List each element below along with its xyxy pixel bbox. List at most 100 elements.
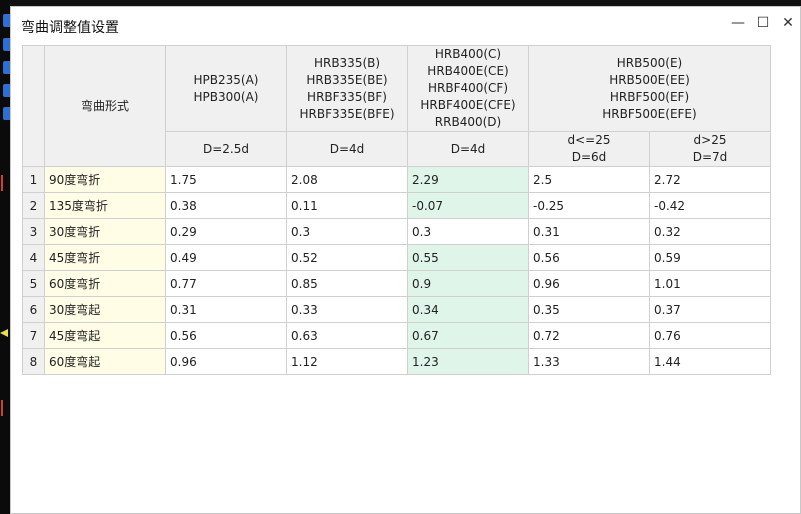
- grade-line: HPB300(A): [193, 89, 259, 104]
- bend-form-cell[interactable]: 60度弯折: [44, 270, 166, 297]
- column-header-grade-group[interactable]: HRB400(C) HRB400E(CE) HRBF400(CF) HRBF400E(…: [407, 45, 529, 132]
- column-header-grade-group[interactable]: HRB500(E) HRB500E(EE) HRBF500(EF) HRBF500E(…: [528, 45, 771, 132]
- adjustment-value-cell[interactable]: 0.59: [649, 244, 771, 271]
- column-subheader-diameter[interactable]: d>25 D=7d: [649, 131, 771, 167]
- adjustment-value-cell[interactable]: 0.38: [165, 192, 287, 219]
- background-marker: [1, 400, 3, 416]
- adjustment-value-cell[interactable]: 1.12: [286, 348, 408, 375]
- adjustment-value-cell[interactable]: 0.96: [528, 270, 650, 297]
- adjustment-value-cell[interactable]: 0.31: [528, 218, 650, 245]
- adjustment-value-cell[interactable]: 0.35: [528, 296, 650, 323]
- background-checkbox: [3, 61, 12, 74]
- bend-form-cell[interactable]: 60度弯起: [44, 348, 166, 375]
- background-app-top: [0, 0, 801, 6]
- bend-form-cell[interactable]: 30度弯起: [44, 296, 166, 323]
- adjustment-value-cell[interactable]: 0.29: [165, 218, 287, 245]
- adjustment-value-cell[interactable]: 2.29: [407, 166, 529, 193]
- adjustment-value-cell[interactable]: 0.63: [286, 322, 408, 349]
- adjustment-value-cell[interactable]: 0.67: [407, 322, 529, 349]
- minimize-button[interactable]: —: [731, 15, 745, 31]
- column-header-grade-group[interactable]: HRB335(B) HRB335E(BE) HRBF335(BF) HRBF335E(…: [286, 45, 408, 132]
- adjustment-value-cell[interactable]: 0.9: [407, 270, 529, 297]
- row-number[interactable]: 4: [22, 244, 45, 271]
- adjustment-value-cell[interactable]: 2.5: [528, 166, 650, 193]
- adjustment-value-cell[interactable]: -0.25: [528, 192, 650, 219]
- adjustment-value-cell[interactable]: 0.3: [407, 218, 529, 245]
- adjustment-value-cell[interactable]: 1.01: [649, 270, 771, 297]
- adjustment-value-cell[interactable]: 0.33: [286, 296, 408, 323]
- adjustment-value-cell[interactable]: 0.49: [165, 244, 287, 271]
- table-row: 5 60度弯折 0.77 0.85 0.9 0.96 1.01: [22, 270, 771, 297]
- maximize-button[interactable]: ☐: [756, 15, 770, 31]
- background-arrow-icon: [0, 329, 8, 337]
- bend-adjustment-dialog: 弯曲调整值设置 — ☐ ✕ 弯曲形式 HPB235(A) HPB300(A) HR…: [10, 6, 801, 514]
- grade-line: HRB335(B): [313, 55, 381, 70]
- row-number[interactable]: 7: [22, 322, 45, 349]
- bend-form-cell[interactable]: 30度弯折: [44, 218, 166, 245]
- bend-values-table: 弯曲形式 HPB235(A) HPB300(A) HRB335(B) HRB335E…: [22, 45, 771, 375]
- bend-form-cell[interactable]: 45度弯起: [44, 322, 166, 349]
- adjustment-value-cell[interactable]: -0.07: [407, 192, 529, 219]
- row-number[interactable]: 8: [22, 348, 45, 375]
- adjustment-value-cell[interactable]: 1.23: [407, 348, 529, 375]
- bend-form-cell[interactable]: 90度弯折: [44, 166, 166, 193]
- close-button[interactable]: ✕: [782, 15, 794, 31]
- adjustment-value-cell[interactable]: 1.44: [649, 348, 771, 375]
- table-row: 1 90度弯折 1.75 2.08 2.29 2.5 2.72: [22, 166, 771, 193]
- row-number[interactable]: 3: [22, 218, 45, 245]
- column-subheader-diameter[interactable]: D=2.5d: [165, 131, 287, 167]
- adjustment-value-cell[interactable]: 0.31: [165, 296, 287, 323]
- column-subheader-diameter[interactable]: D=4d: [286, 131, 408, 167]
- dialog-title: 弯曲调整值设置: [21, 20, 119, 36]
- row-number[interactable]: 2: [22, 192, 45, 219]
- bend-form-cell[interactable]: 45度弯折: [44, 244, 166, 271]
- column-header-grade-group[interactable]: HPB235(A) HPB300(A): [165, 45, 287, 132]
- adjustment-value-cell[interactable]: 0.34: [407, 296, 529, 323]
- table-row: 8 60度弯起 0.96 1.12 1.23 1.33 1.44: [22, 348, 771, 375]
- row-number[interactable]: 1: [22, 166, 45, 193]
- grade-line: HRBF335(BF): [307, 89, 387, 104]
- grade-line: HRB335E(BE): [306, 72, 388, 87]
- adjustment-value-cell[interactable]: 1.33: [528, 348, 650, 375]
- subheader-line: d>25: [693, 133, 727, 147]
- subheader-line: D=7d: [692, 150, 728, 164]
- bend-values-grid: 弯曲形式 HPB235(A) HPB300(A) HRB335(B) HRB335E…: [22, 45, 771, 375]
- bend-form-cell[interactable]: 135度弯折: [44, 192, 166, 219]
- column-header-bend-form[interactable]: 弯曲形式: [44, 45, 166, 167]
- column-subheader-diameter[interactable]: D=4d: [407, 131, 529, 167]
- adjustment-value-cell[interactable]: -0.42: [649, 192, 771, 219]
- row-number[interactable]: 5: [22, 270, 45, 297]
- adjustment-value-cell[interactable]: 0.76: [649, 322, 771, 349]
- row-number-header: [22, 45, 45, 167]
- adjustment-value-cell[interactable]: 2.72: [649, 166, 771, 193]
- adjustment-value-cell[interactable]: 0.77: [165, 270, 287, 297]
- subheader-line: D=6d: [571, 150, 607, 164]
- background-app-strip: [0, 0, 12, 514]
- adjustment-value-cell[interactable]: 2.08: [286, 166, 408, 193]
- adjustment-value-cell[interactable]: 0.56: [528, 244, 650, 271]
- grade-line: HRBF500(EF): [609, 89, 690, 104]
- grade-line: HRB500E(EE): [609, 72, 690, 87]
- adjustment-value-cell[interactable]: 0.85: [286, 270, 408, 297]
- adjustment-value-cell[interactable]: 1.75: [165, 166, 287, 193]
- adjustment-value-cell[interactable]: 0.3: [286, 218, 408, 245]
- grade-line: RRB400(D): [434, 115, 502, 129]
- adjustment-value-cell[interactable]: 0.52: [286, 244, 408, 271]
- adjustment-value-cell[interactable]: 0.37: [649, 296, 771, 323]
- column-subheader-diameter[interactable]: d<=25 D=6d: [528, 131, 650, 167]
- row-number[interactable]: 6: [22, 296, 45, 323]
- background-checkbox: [3, 84, 12, 97]
- adjustment-value-cell[interactable]: 0.32: [649, 218, 771, 245]
- background-checkbox: [3, 107, 12, 120]
- grade-line: HRBF400E(CFE): [420, 98, 516, 112]
- table-row: 2 135度弯折 0.38 0.11 -0.07 -0.25 -0.42: [22, 192, 771, 219]
- adjustment-value-cell[interactable]: 0.11: [286, 192, 408, 219]
- adjustment-value-cell[interactable]: 0.56: [165, 322, 287, 349]
- background-checkbox: [3, 14, 12, 27]
- background-checkbox: [3, 38, 12, 51]
- adjustment-value-cell[interactable]: 0.55: [407, 244, 529, 271]
- table-row: 6 30度弯起 0.31 0.33 0.34 0.35 0.37: [22, 296, 771, 323]
- adjustment-value-cell[interactable]: 0.96: [165, 348, 287, 375]
- adjustment-value-cell[interactable]: 0.72: [528, 322, 650, 349]
- grade-line: HRBF400(CF): [427, 81, 509, 95]
